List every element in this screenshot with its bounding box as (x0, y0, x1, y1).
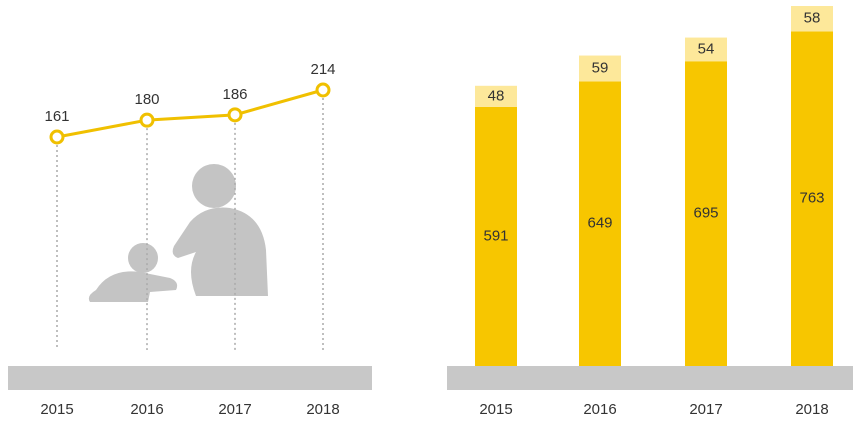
baseline-band (8, 366, 372, 390)
bar-segment (791, 6, 833, 32)
bar-segment (791, 31, 833, 366)
data-label: 59 (592, 59, 609, 76)
data-label: 591 (483, 227, 508, 244)
bar-segment (475, 106, 517, 367)
data-label: 48 (488, 87, 505, 104)
x-tick-label: 2016 (130, 401, 163, 418)
data-label: 186 (222, 86, 247, 103)
x-tick-label: 2017 (689, 401, 722, 418)
data-label: 58 (804, 10, 821, 27)
data-label: 54 (698, 40, 715, 57)
x-tick-label: 2017 (218, 401, 251, 418)
x-tick-label: 2018 (795, 401, 828, 418)
baseline-band (447, 366, 853, 390)
bar-segment (475, 85, 517, 107)
data-label: 161 (44, 108, 69, 125)
data-label: 214 (310, 61, 335, 78)
data-label: 180 (134, 91, 159, 108)
point (49, 129, 65, 145)
data-label: 695 (693, 205, 718, 222)
bar-segment (685, 37, 727, 62)
x-tick-label: 2018 (306, 401, 339, 418)
x-tick-label: 2015 (40, 401, 73, 418)
x-tick-label: 2016 (583, 401, 616, 418)
point (227, 107, 243, 123)
point (315, 82, 331, 98)
data-label: 763 (799, 190, 824, 207)
bar-segment (685, 61, 727, 366)
line (56, 88, 324, 139)
x-tick-label: 2015 (479, 401, 512, 418)
point (139, 112, 155, 128)
bar-segment (579, 55, 621, 82)
data-label: 649 (587, 215, 612, 232)
bar-segment (579, 81, 621, 366)
baby-icon (88, 164, 268, 302)
